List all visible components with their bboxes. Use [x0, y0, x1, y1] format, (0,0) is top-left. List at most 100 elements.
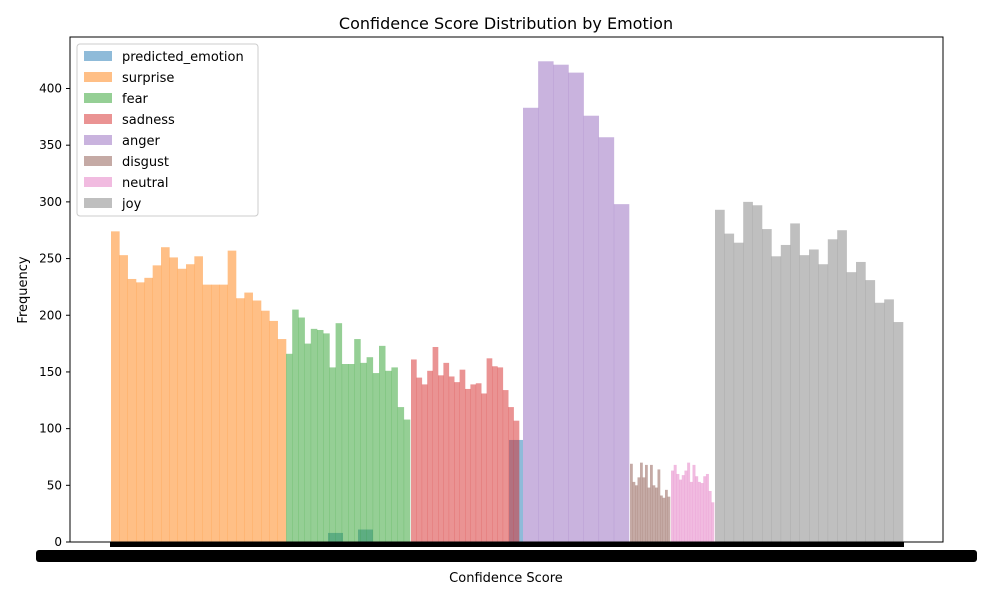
bar: [286, 353, 293, 542]
legend-swatch: [84, 177, 112, 187]
legend-label: surprise: [122, 71, 174, 86]
bar: [244, 292, 253, 542]
legend-label: joy: [121, 197, 142, 212]
bar: [884, 299, 894, 542]
bar: [470, 384, 477, 542]
y-tick-label: 400: [39, 82, 62, 96]
bar: [762, 229, 772, 542]
bar: [236, 298, 245, 542]
bar: [645, 464, 648, 542]
x-tick-labels-band: [36, 550, 977, 562]
bar: [335, 323, 343, 542]
legend-label: predicted_emotion: [122, 50, 244, 65]
bar: [502, 390, 509, 542]
bar: [298, 317, 305, 542]
bar: [743, 201, 753, 542]
bar: [809, 249, 819, 542]
y-tick-label: 300: [39, 195, 62, 209]
bar: [673, 464, 677, 542]
bars-layer: [111, 61, 904, 543]
bar: [111, 231, 120, 543]
x-tick-band: [36, 542, 977, 562]
bar: [553, 64, 569, 542]
bar: [119, 255, 128, 542]
bar: [679, 479, 683, 542]
bar: [893, 322, 904, 542]
bar: [219, 284, 228, 542]
bar: [227, 250, 237, 542]
bar: [856, 261, 866, 542]
bar: [391, 367, 398, 542]
bar: [708, 490, 712, 542]
bar: [711, 502, 715, 542]
bar: [348, 364, 355, 542]
bar: [438, 375, 444, 542]
series-disgust: [630, 462, 671, 542]
bar: [317, 329, 324, 542]
bar: [733, 242, 744, 542]
bar: [252, 300, 262, 542]
series-joy: [715, 201, 904, 542]
bar: [637, 477, 641, 542]
legend-swatch: [84, 114, 112, 124]
bar: [127, 278, 137, 542]
x-tick-marks-band: [110, 542, 904, 547]
bar: [211, 284, 220, 542]
bar: [660, 495, 663, 542]
bar: [152, 265, 162, 542]
y-tick-label: 0: [54, 535, 62, 549]
bar: [687, 462, 691, 542]
bar: [695, 476, 699, 542]
bar: [705, 473, 709, 542]
bar: [827, 239, 838, 542]
bar: [799, 255, 810, 542]
bar: [655, 487, 658, 542]
bar: [846, 272, 857, 542]
legend-label: anger: [122, 134, 160, 149]
series-anger: [523, 61, 630, 543]
bar: [513, 420, 520, 542]
bar: [665, 489, 668, 542]
bar: [837, 230, 847, 542]
bar: [650, 464, 653, 542]
bar: [538, 61, 554, 542]
legend-swatch: [84, 156, 112, 166]
bar: [692, 464, 696, 542]
series-fear: [286, 309, 411, 542]
bar: [416, 377, 423, 542]
bar: [161, 247, 170, 542]
bar: [874, 302, 885, 542]
bar: [354, 339, 361, 542]
bar: [292, 309, 299, 542]
bar: [715, 209, 725, 542]
bar: [568, 72, 584, 542]
bar: [448, 376, 455, 542]
bar: [697, 481, 701, 542]
bar: [671, 470, 674, 542]
bar: [403, 419, 411, 542]
bar: [269, 320, 278, 542]
bar: [818, 264, 829, 542]
y-tick-label: 350: [39, 138, 62, 152]
bar: [508, 407, 514, 542]
bar: [304, 343, 312, 542]
bar: [136, 282, 145, 542]
bar: [790, 223, 800, 542]
y-tick-label: 250: [39, 252, 62, 266]
bar: [630, 463, 633, 542]
bar: [780, 244, 791, 542]
bar: [379, 345, 386, 542]
bar: [372, 373, 380, 542]
legend: predicted_emotion surprise fear sadness ange…: [76, 43, 259, 217]
bar: [459, 369, 466, 542]
bar: [771, 256, 782, 542]
bar: [523, 107, 539, 543]
bar: [421, 384, 428, 542]
legend-swatch: [84, 72, 112, 82]
bar: [277, 339, 287, 542]
legend-label: neutral: [122, 176, 169, 191]
x-axis-label: Confidence Score: [449, 571, 563, 586]
bar: [642, 477, 646, 542]
legend-swatch: [84, 198, 112, 208]
